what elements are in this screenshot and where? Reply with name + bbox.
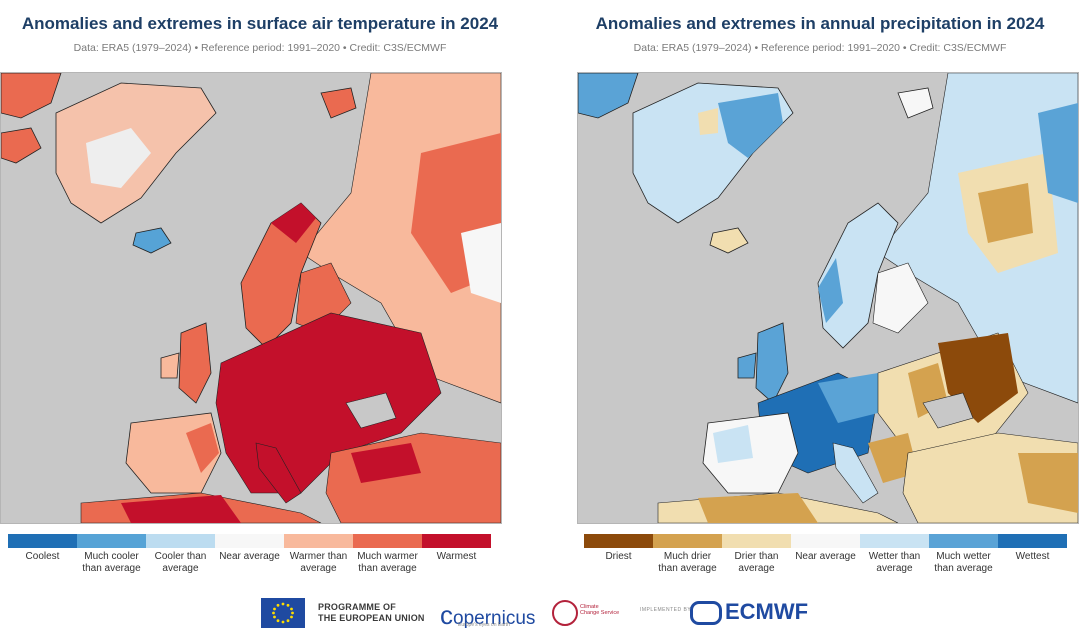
ecmwf-logo: ECMWF (690, 599, 809, 626)
temperature-map (0, 72, 502, 524)
ecmwf-wordmark: ECMWF (725, 599, 809, 624)
precipitation-legend-labels: Driest Much drier than average Drier tha… (584, 551, 1067, 575)
legend-swatch-near-average-precip (791, 534, 860, 548)
precipitation-map (577, 72, 1079, 524)
implemented-by-text: IMPLEMENTED BY (640, 607, 692, 613)
legend-label-much-wetter: Much wetter than average (934, 551, 993, 574)
legend-label-cooler: Cooler than average (154, 551, 207, 574)
legend-swatch-wetter (860, 534, 929, 548)
legend-swatch-coolest (8, 534, 77, 548)
eu-flag-icon (261, 598, 305, 628)
legend-swatch-cooler (146, 534, 215, 548)
temperature-legend: Coolest Much cooler than average Cooler … (8, 534, 491, 575)
legend-swatch-warmest (422, 534, 491, 548)
c3s-logo-icon (552, 600, 578, 626)
c3s-text-line1: Climate (580, 604, 599, 610)
precipitation-map-graphic (578, 73, 1078, 523)
legend-swatch-drier (722, 534, 791, 548)
legend-swatch-warmer (284, 534, 353, 548)
legend-swatch-wettest (998, 534, 1067, 548)
legend-label-wetter: Wetter than average (868, 551, 921, 574)
eu-text-line2: THE EUROPEAN UNION (318, 613, 425, 623)
legend-swatch-much-wetter (929, 534, 998, 548)
legend-label-warmer: Warmer than average (289, 551, 348, 574)
legend-label-warmest: Warmest (436, 551, 477, 562)
precipitation-map-subtitle: Data: ERA5 (1979–2024) • Reference perio… (633, 42, 1007, 54)
copernicus-logo: copernicus (440, 600, 535, 631)
temperature-legend-labels: Coolest Much cooler than average Cooler … (8, 551, 491, 575)
legend-swatch-much-cooler (77, 534, 146, 548)
legend-swatch-much-drier (653, 534, 722, 548)
legend-swatch-driest (584, 534, 653, 548)
legend-label-near-average: Near average (219, 551, 280, 562)
legend-label-driest: Driest (605, 551, 632, 562)
legend-label-wettest: Wettest (1015, 551, 1050, 562)
copernicus-tagline: Europe's eyes on Earth (458, 622, 510, 628)
footer-logos: PROGRAMME OF THE EUROPEAN UNION copernic… (0, 596, 1080, 630)
legend-label-much-cooler: Much cooler than average (82, 551, 141, 574)
legend-label-coolest: Coolest (25, 551, 60, 562)
eu-programme-text: PROGRAMME OF THE EUROPEAN UNION (318, 602, 425, 624)
temperature-map-title: Anomalies and extremes in surface air te… (21, 14, 499, 33)
legend-label-much-warmer: Much warmer than average (357, 551, 418, 574)
legend-label-near-average-precip: Near average (795, 551, 856, 562)
temperature-legend-swatches (8, 534, 491, 548)
legend-swatch-much-warmer (353, 534, 422, 548)
legend-label-much-drier: Much drier than average (658, 551, 717, 574)
legend-swatch-near-average (215, 534, 284, 548)
c3s-text: Climate Change Service (580, 604, 619, 616)
eu-text-line1: PROGRAMME OF (318, 602, 396, 612)
precipitation-legend-swatches (584, 534, 1067, 548)
precipitation-map-title: Anomalies and extremes in annual precipi… (595, 14, 1045, 33)
copernicus-wordmark: opernicus (453, 608, 536, 629)
copernicus-c-icon: c (440, 600, 453, 630)
ecmwf-mark-icon (690, 601, 722, 626)
temperature-map-graphic (1, 73, 501, 523)
temperature-map-subtitle: Data: ERA5 (1979–2024) • Reference perio… (73, 42, 447, 54)
precipitation-legend: Driest Much drier than average Drier tha… (584, 534, 1067, 575)
legend-label-drier: Drier than average (734, 551, 779, 574)
c3s-text-line2: Change Service (580, 610, 620, 616)
